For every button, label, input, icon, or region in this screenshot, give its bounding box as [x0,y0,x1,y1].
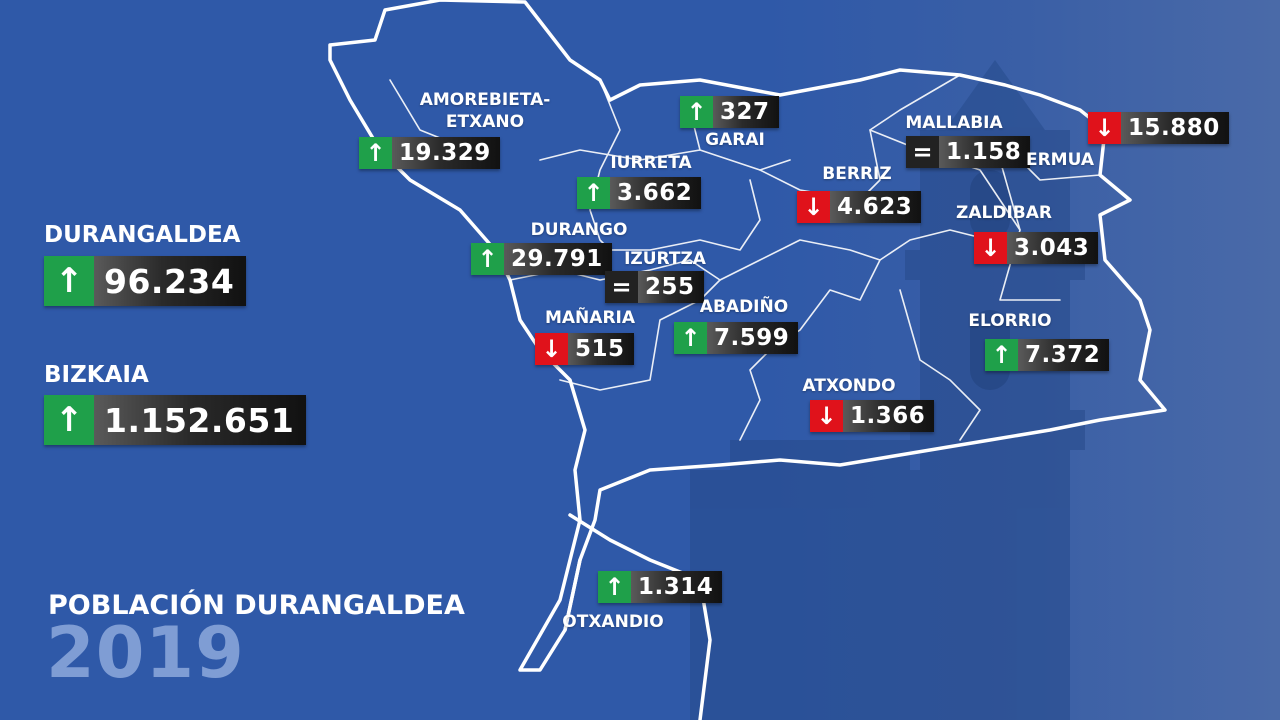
region-name: DURANGALDEA [44,222,241,248]
region-population: 96.234 [94,256,247,306]
arrow-up-icon: ↑ [44,395,94,445]
municipality-population: 3.043 [1007,232,1099,264]
municipality-name: DURANGO [530,220,628,240]
infographic-title: POBLACIÓN DURANGALDEA [48,590,465,621]
municipality-name: MALLABIA [905,113,1003,133]
municipality-population: 19.329 [392,137,500,169]
arrow-down-icon: ↓ [1088,112,1121,144]
municipality-population-badge: ↑ 19.329 [359,137,500,169]
municipality-population: 327 [713,96,779,128]
municipality-name: ATXONDO [802,376,896,396]
arrow-down-icon: ↓ [974,232,1007,264]
equal-icon: = [906,136,939,168]
municipality-population: 7.372 [1018,339,1110,371]
arrow-down-icon: ↓ [535,333,568,365]
arrow-up-icon: ↑ [44,256,94,306]
municipality-population-badge: ↑ 7.372 [985,339,1110,371]
municipality-population: 7.599 [707,322,799,354]
arrow-up-icon: ↑ [985,339,1018,371]
arrow-up-icon: ↑ [680,96,713,128]
region-population-badge: ↑ 96.234 [44,256,247,306]
arrow-down-icon: ↓ [797,191,830,223]
arrow-up-icon: ↑ [577,177,610,209]
municipality-population: 1.158 [939,136,1031,168]
municipality-population: 15.880 [1121,112,1229,144]
municipality-name: BERRIZ [822,164,892,184]
municipality-name: ELORRIO [968,311,1052,331]
province-population: 1.152.651 [94,395,307,445]
arrow-up-icon: ↑ [598,571,631,603]
municipality-population: 29.791 [504,243,612,275]
municipality-name: IURRETA [610,153,692,173]
municipality-population-badge: ↓ 515 [535,333,634,365]
arrow-up-icon: ↑ [359,137,392,169]
municipality-population-badge: ↓ 3.043 [974,232,1099,264]
municipality-name: ZALDIBAR [956,203,1052,223]
municipality-population-badge: ↓ 15.880 [1088,112,1229,144]
municipality-name: GARAI [705,130,765,150]
municipality-population-badge: ↑ 7.599 [674,322,799,354]
province-population-badge: ↑ 1.152.651 [44,395,307,445]
municipality-population-badge: ↑ 1.314 [598,571,723,603]
municipality-population-badge: ↑ 327 [680,96,779,128]
municipality-name: IZURTZA [624,249,706,269]
municipality-population: 1.314 [631,571,723,603]
equal-icon: = [605,271,638,303]
municipality-population: 255 [638,271,704,303]
municipality-population-badge: ↑ 29.791 [471,243,612,275]
municipality-population-badge: = 255 [605,271,704,303]
municipality-population-badge: = 1.158 [906,136,1031,168]
municipality-population-badge: ↑ 3.662 [577,177,702,209]
municipality-population-badge: ↓ 1.366 [810,400,935,432]
municipality-population-badge: ↓ 4.623 [797,191,922,223]
arrow-down-icon: ↓ [810,400,843,432]
arrow-up-icon: ↑ [674,322,707,354]
municipality-name: AMOREBIETA- ETXANO [419,90,551,132]
municipality-population: 3.662 [610,177,702,209]
otxandio-outline [563,513,712,720]
infographic-year: 2019 [46,612,245,694]
province-name: BIZKAIA [44,362,149,388]
municipality-name: ABADIÑO [699,297,789,317]
arrow-up-icon: ↑ [471,243,504,275]
municipality-population: 4.623 [830,191,922,223]
municipality-name: MAÑARIA [544,308,636,328]
municipality-name: OTXANDIO [562,612,664,632]
municipality-population: 515 [568,333,634,365]
municipality-name: ERMUA [1025,150,1095,170]
municipality-population: 1.366 [843,400,935,432]
